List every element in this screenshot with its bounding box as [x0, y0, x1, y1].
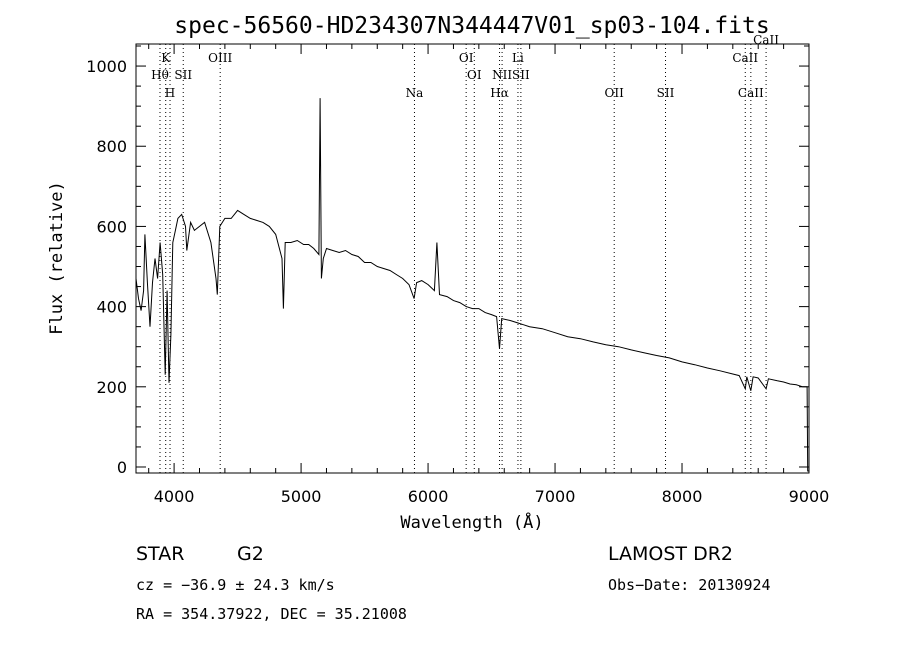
- line-label: NII: [492, 68, 512, 82]
- line-label: OI: [467, 68, 482, 82]
- y-tick-label: 1000: [86, 57, 127, 76]
- y-axis-ticks: 0 200 400 600 800 1000: [86, 45, 809, 477]
- object-type: STAR: [136, 543, 184, 565]
- x-axis-label: Wavelength (Å): [400, 511, 543, 533]
- line-label: CaII: [738, 86, 764, 100]
- x-tick-label: 9000: [789, 487, 830, 506]
- line-label: Hα: [490, 86, 509, 100]
- line-label: SII: [174, 68, 192, 82]
- line-label: CaII: [732, 51, 758, 65]
- y-tick-label: 800: [96, 137, 127, 156]
- x-tick-label: 6000: [408, 487, 449, 506]
- y-tick-label: 0: [117, 458, 127, 477]
- series-spectrum: [135, 98, 809, 472]
- line-label: SII: [512, 68, 530, 82]
- line-label: Hθ: [151, 68, 169, 82]
- x-tick-label: 8000: [662, 487, 703, 506]
- object-subclass: G2: [237, 543, 264, 565]
- y-tick-label: 600: [96, 217, 127, 236]
- spectral-line-markers: [159, 44, 767, 473]
- line-label: OII: [605, 86, 625, 100]
- line-label: K: [161, 51, 171, 65]
- x-tick-label: 4000: [154, 487, 195, 506]
- line-label: Na: [406, 86, 424, 100]
- plot-frame: [135, 43, 810, 474]
- y-tick-label: 400: [96, 298, 127, 317]
- x-tick-label: 7000: [535, 487, 576, 506]
- survey-name: LAMOST DR2: [608, 543, 733, 565]
- line-label: Li: [512, 51, 524, 65]
- observation-date: Obs−Date: 20130924: [608, 576, 771, 594]
- line-label: OIII: [208, 51, 232, 65]
- coordinates: RA = 354.37922, DEC = 35.21008: [136, 605, 407, 623]
- redshift-velocity: cz = −36.9 ± 24.3 km/s: [136, 576, 335, 594]
- x-tick-label: 5000: [281, 487, 322, 506]
- line-label: H: [165, 86, 175, 100]
- x-axis-ticks: 4000 5000 6000 7000 8000 9000: [148, 44, 830, 506]
- y-tick-label: 200: [96, 378, 127, 397]
- line-label: CaII: [753, 33, 779, 47]
- line-label: OI: [459, 51, 474, 65]
- y-axis-label: Flux (relative): [47, 181, 67, 335]
- chart-title: spec-56560-HD234307N344447V01_sp03-104.f…: [174, 13, 769, 39]
- line-label: SII: [657, 86, 675, 100]
